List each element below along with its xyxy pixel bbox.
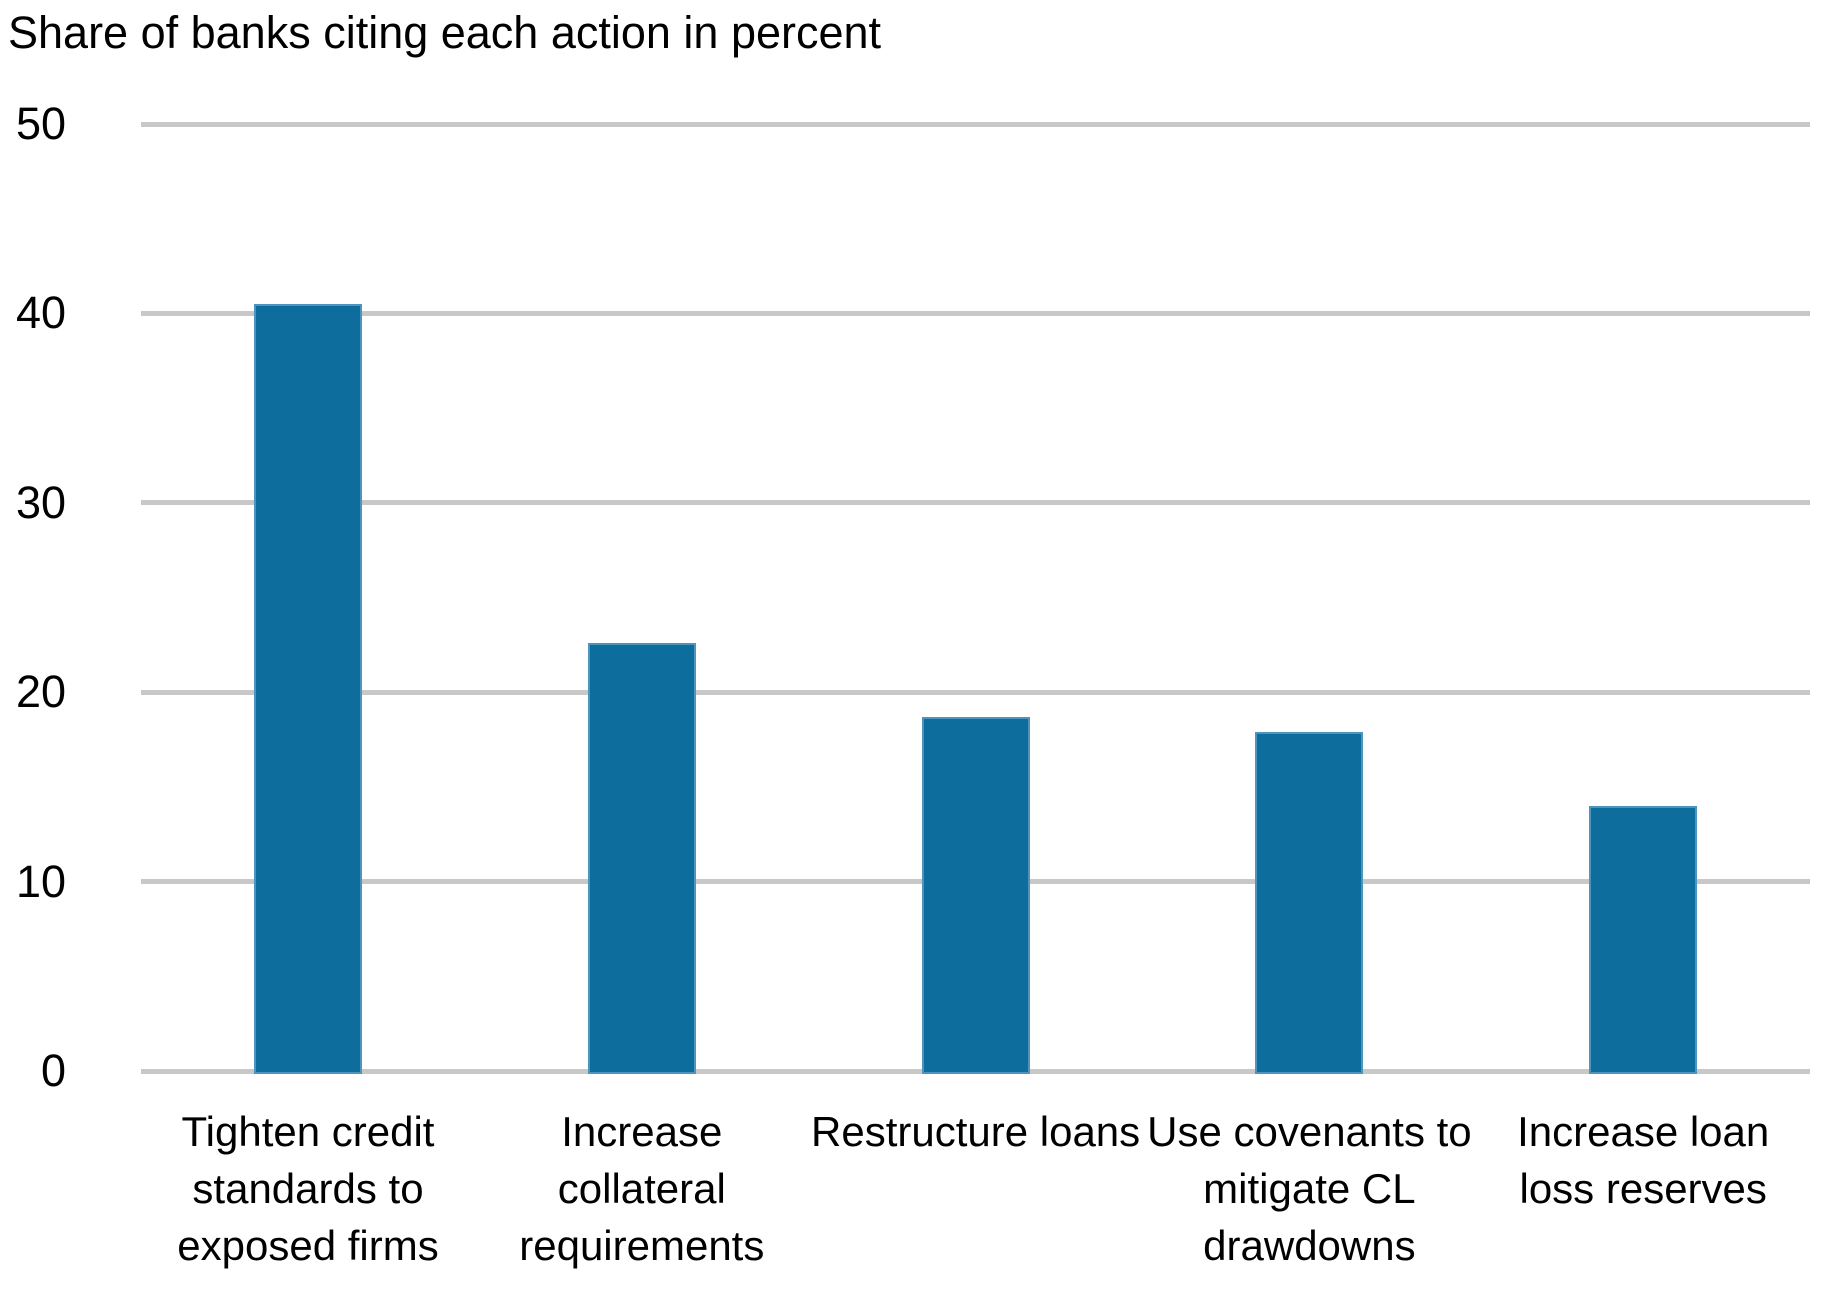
x-category-label-5: Increase loan loss reserves: [1517, 1108, 1770, 1212]
x-category-label-1: Tighten credit standards to exposed firm…: [177, 1108, 439, 1269]
gridline-20: [141, 689, 1810, 695]
y-tick-label-40: 40: [15, 287, 66, 339]
gridline-30: [141, 500, 1810, 506]
bar-3: [921, 716, 1030, 1074]
y-tick-label-20: 20: [15, 666, 66, 718]
bar-1: [253, 303, 362, 1074]
bar-5: [1589, 805, 1698, 1074]
gridline-50: [141, 121, 1810, 127]
x-category-label-2: Increase collateral requirements: [519, 1108, 765, 1269]
bar-2: [587, 642, 696, 1074]
y-tick-label-0: 0: [40, 1045, 66, 1096]
y-tick-label-10: 10: [15, 855, 66, 907]
plot-area: [141, 121, 1810, 1074]
y-tick-label-30: 30: [15, 476, 66, 528]
bar-4: [1255, 731, 1364, 1074]
x-category-label-4: Use covenants to mitigate CL drawdowns: [1147, 1108, 1472, 1269]
gridline-40: [141, 310, 1810, 316]
y-tick-label-50: 50: [15, 98, 66, 149]
x-category-label-3: Restructure loans: [811, 1108, 1141, 1155]
chart-title: Share of banks citing each action in per…: [8, 7, 882, 58]
